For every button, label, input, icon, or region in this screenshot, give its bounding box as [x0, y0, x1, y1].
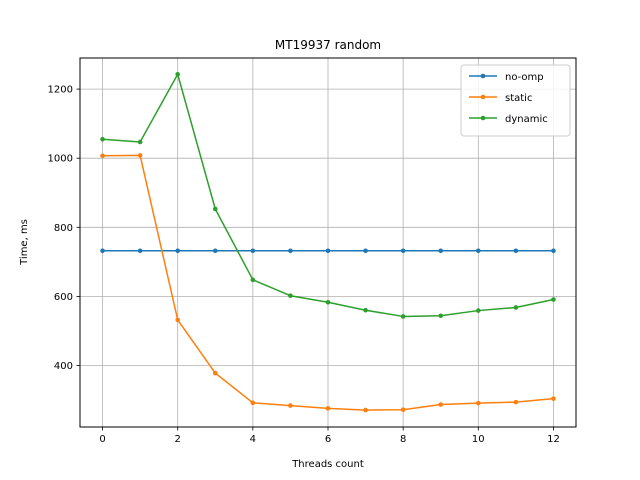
data-point-dynamic: [175, 71, 180, 77]
data-point-static: [551, 396, 556, 401]
x-tick-label: 6: [325, 434, 331, 445]
legend-label-no-omp: no-omp: [505, 72, 544, 83]
data-point-no-omp: [137, 248, 143, 254]
data-point-no-omp: [212, 248, 218, 254]
y-tick-label: 600: [54, 292, 73, 303]
x-tick-label: 4: [250, 434, 256, 445]
data-point-no-omp: [400, 248, 406, 254]
data-point-dynamic: [363, 307, 368, 313]
data-point-static: [325, 406, 331, 411]
x-tick-label: 12: [547, 434, 560, 445]
data-point-no-omp: [438, 248, 444, 254]
data-point-static: [438, 402, 444, 407]
data-point-no-omp: [250, 248, 256, 254]
data-point-static: [250, 400, 256, 406]
grid: [80, 58, 576, 427]
series-no-omp: [100, 248, 556, 254]
data-point-dynamic: [476, 308, 481, 313]
data-point-no-omp: [363, 248, 368, 254]
data-point-no-omp: [175, 248, 180, 254]
data-point-dynamic: [551, 297, 556, 302]
series-dynamic: [100, 71, 556, 319]
data-point-dynamic: [137, 139, 143, 145]
data-point-no-omp: [513, 248, 519, 254]
data-point-no-omp: [476, 248, 481, 254]
legend-marker-dynamic: [480, 115, 486, 121]
data-point-dynamic: [250, 277, 256, 283]
chart-title: MT19937 random: [275, 38, 381, 52]
x-tick-label: 0: [99, 434, 105, 445]
legend-label-static: static: [505, 93, 532, 104]
data-point-no-omp: [551, 248, 556, 254]
data-point-static: [476, 400, 481, 406]
data-point-dynamic: [212, 206, 218, 212]
y-axis-label: Time, ms: [19, 219, 30, 266]
data-point-dynamic: [438, 313, 444, 319]
data-point-dynamic: [100, 136, 105, 142]
data-point-static: [513, 399, 519, 405]
data-point-static: [212, 370, 218, 376]
legend-marker-static: [480, 94, 486, 100]
data-point-static: [288, 403, 293, 408]
y-tick-label: 1200: [48, 85, 73, 96]
data-point-static: [363, 407, 368, 413]
data-point-no-omp: [325, 248, 331, 254]
data-point-static: [137, 153, 143, 158]
data-point-dynamic: [400, 314, 406, 319]
x-tick-label: 10: [472, 434, 485, 445]
y-tick-label: 400: [54, 361, 73, 372]
data-point-no-omp: [100, 248, 105, 254]
data-point-dynamic: [288, 293, 293, 299]
x-tick-label: 2: [175, 434, 181, 445]
data-point-dynamic: [325, 299, 331, 305]
data-point-static: [175, 317, 180, 323]
legend: no-omp static dynamic: [460, 64, 571, 137]
legend-label-dynamic: dynamic: [505, 114, 548, 125]
y-tick-label: 800: [54, 223, 73, 234]
series-static: [100, 153, 556, 413]
ticks: 0 2 4 6 8 10 12 400 600 800 1000 1200: [48, 85, 560, 445]
data-point-static: [400, 407, 406, 413]
data-point-no-omp: [288, 248, 293, 254]
data-point-static: [100, 153, 105, 159]
series-layer: [100, 71, 556, 413]
data-point-dynamic: [513, 305, 519, 310]
x-axis-label: Threads count: [291, 459, 364, 470]
legend-marker-no-omp: [480, 73, 486, 79]
y-tick-label: 1000: [48, 154, 73, 165]
x-tick-label: 8: [400, 434, 406, 445]
